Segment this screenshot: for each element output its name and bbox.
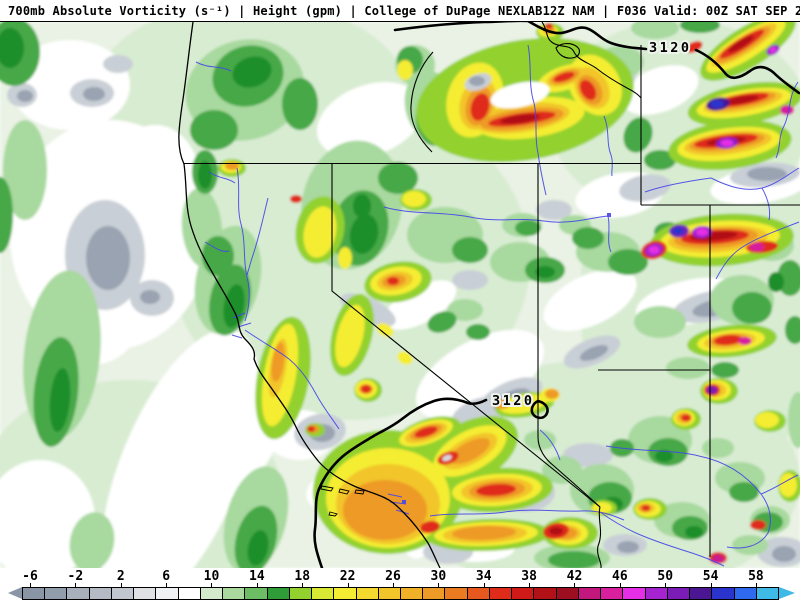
colorbar-tick-mark (166, 583, 168, 587)
colorbar-cell (67, 588, 90, 599)
contour-label-3120-north: 3120 (649, 40, 692, 56)
vorticity-map: 3120 3120 (0, 22, 800, 568)
colorbar-tick-label: 34 (475, 569, 492, 584)
colorbar-cell (245, 588, 268, 599)
colorbar: -6 -2 2 6 10 14 18 22 26 30 34 38 42 46 50 54 58 (0, 568, 800, 600)
colorbar-cell (423, 588, 446, 599)
colorbar-left-arrow-icon (8, 587, 22, 599)
colorbar-cell (289, 588, 313, 599)
colorbar-cell (512, 588, 535, 599)
colorbar-tick-label: 30 (430, 569, 447, 584)
colorbar-cell (200, 588, 224, 599)
colorbar-tick-mark (30, 583, 31, 587)
coastline (178, 22, 441, 568)
rivers (195, 44, 800, 567)
colorbar-tick-label: -2 (67, 569, 84, 584)
colorbar-cell (667, 588, 691, 599)
colorbar-cell (734, 588, 757, 599)
colorbar-cell (267, 588, 290, 599)
colorbar-tick-label: 58 (748, 569, 764, 584)
height-contour-labels: 3120 3120 (490, 38, 692, 411)
product-title: 700mb Absolute Vorticity (s⁻¹) | Height … (8, 3, 543, 18)
colorbar-cell (134, 588, 157, 599)
colorbar-tick-label: 10 (203, 569, 220, 584)
colorbar-tick-mark (529, 583, 531, 587)
colorbar-tick-label: 42 (566, 569, 583, 584)
colorbar-cell (356, 588, 379, 599)
colorbar-cell (378, 588, 401, 599)
height-contours (313, 22, 800, 568)
colorbar-cell (156, 588, 179, 599)
colorbar-tick-label: 26 (385, 569, 401, 584)
colorbar-cell (23, 588, 46, 599)
colorbar-cell (111, 588, 135, 599)
colorbar-cell (489, 588, 513, 599)
colorbar-cell (645, 588, 668, 599)
colorbar-tick-mark (483, 583, 485, 587)
colorbar-tick-mark (574, 583, 576, 587)
colorbar-cell (556, 588, 579, 599)
colorbar-tick-mark (75, 583, 77, 587)
colorbar-right-arrow-icon (779, 587, 795, 599)
colorbar-cell (578, 588, 602, 599)
colorbar-tick-label: 14 (249, 569, 265, 584)
colorbar-cell (623, 588, 646, 599)
colorbar-tick-label: 54 (702, 569, 719, 584)
colorbar-cell (89, 588, 112, 599)
colorbar-tick-label: 18 (294, 569, 311, 584)
colorbar-tick-mark (619, 583, 621, 587)
colorbar-tick-label: 38 (521, 569, 537, 584)
colorbar-tick-label: 50 (657, 569, 674, 584)
colorbar-tick-label: 6 (162, 569, 171, 584)
colorbar-cell (334, 588, 357, 599)
colorbar-cell (756, 588, 778, 599)
title-bar: 700mb Absolute Vorticity (s⁻¹) | Height … (0, 0, 800, 22)
contour-label-3120-south: 3120 (492, 393, 535, 409)
colorbar-tick-mark (392, 583, 394, 587)
colorbar-tick-mark (438, 583, 440, 587)
colorbar-cell (534, 588, 557, 599)
colorbar-tick-mark (256, 583, 258, 587)
colorbar-cell (690, 588, 713, 599)
colorbar-cell (601, 588, 624, 599)
colorbar-cell (445, 588, 468, 599)
colorbar-cell (312, 588, 335, 599)
channel-islands (320, 485, 365, 517)
colorbar-tick-mark (120, 583, 122, 587)
colorbar-tick-label: -6 (22, 569, 38, 584)
vorticity-field (0, 22, 800, 568)
colorbar-cell (178, 588, 201, 599)
colorbar-tick-mark (755, 583, 757, 587)
colorbar-cells (22, 587, 779, 600)
colorbar-tick-label: 2 (116, 569, 125, 584)
colorbar-tick-mark (302, 583, 304, 587)
model-run-valid-time: 12Z NAM | F036 Valid: 00Z SAT SEP 27 202… (542, 3, 800, 18)
colorbar-tick-mark (710, 583, 712, 587)
colorbar-tick-mark (347, 583, 349, 587)
colorbar-cell (712, 588, 735, 599)
state-borders (184, 22, 800, 568)
colorbar-tick-label: 46 (612, 569, 628, 584)
colorbar-cell (223, 588, 246, 599)
colorbar-tick-mark (211, 583, 213, 587)
colorbar-tick-label: 22 (339, 569, 356, 584)
colorbar-tick-mark (665, 583, 667, 587)
colorbar-cell (400, 588, 424, 599)
colorbar-cell (45, 588, 68, 599)
colorbar-cell (467, 588, 490, 599)
